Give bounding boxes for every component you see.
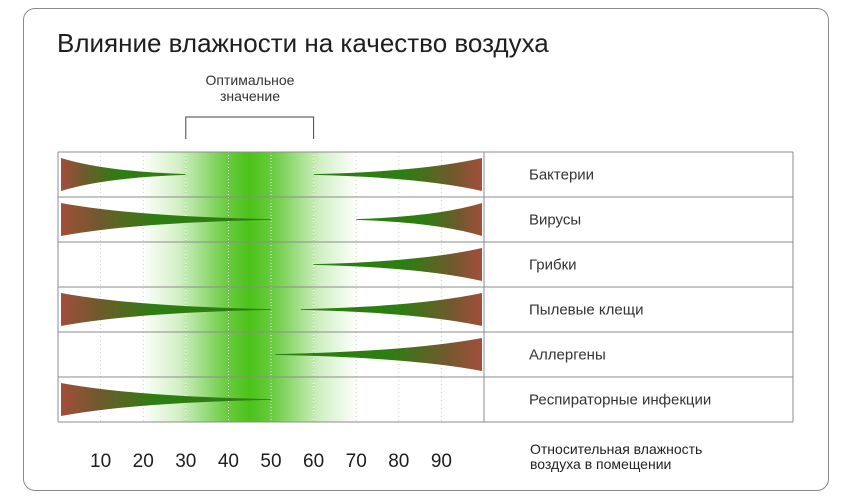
risk-wedge-low [61,158,186,191]
row-label: Грибки [529,257,577,274]
row-label: Респираторные инфекции [529,392,711,409]
risk-wedge-high [275,338,482,371]
x-tick-label: 20 [133,451,154,472]
risk-wedge-high [313,248,482,281]
risk-wedge-low [61,383,271,416]
row-label: Бактерии [529,167,594,184]
x-tick-label: 40 [218,451,239,472]
row-label: Пылевые клещи [529,302,643,319]
optimal-range-bracket [185,116,315,139]
row-label: Аллергены [529,347,606,364]
x-axis-label: Относительная влажность воздуха в помеще… [530,441,703,472]
risk-wedge-high [313,158,482,191]
x-tick-label: 70 [346,451,367,472]
x-tick-label: 90 [431,451,452,472]
chart-title: Влияние влажности на качество воздуха [57,28,549,58]
x-tick-label: 80 [388,451,409,472]
risk-wedge-low [61,203,271,236]
optimal-range-label: Оптимальное значение [205,72,295,104]
x-tick-label: 50 [260,451,281,472]
row-label: Вирусы [529,212,581,229]
x-tick-label: 60 [303,451,324,472]
x-tick-label: 30 [175,451,196,472]
risk-wedge-low [61,293,271,326]
risk-wedge-high [300,293,482,326]
x-tick-label: 10 [90,451,111,472]
risk-wedge-high [356,203,482,236]
